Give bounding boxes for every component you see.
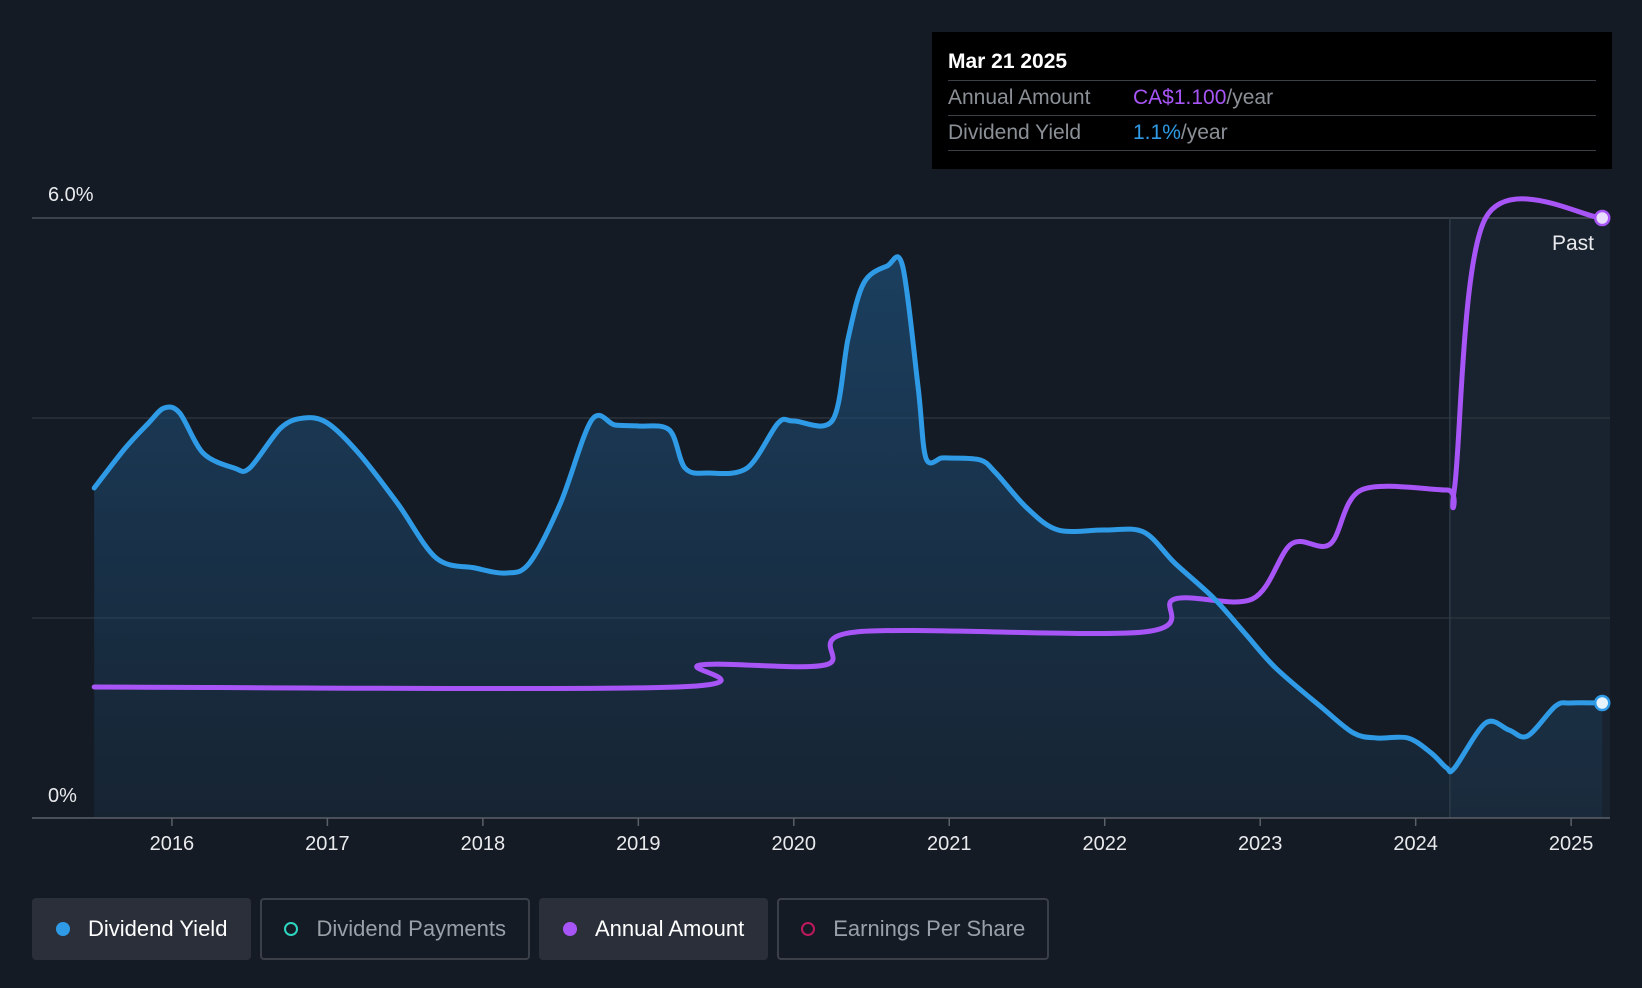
dividend-yield-end-marker [1593, 694, 1611, 712]
legend-annual-amount[interactable]: Annual Amount [538, 898, 769, 960]
annual-amount-dot-icon [562, 922, 577, 936]
dividend-yield-line[interactable] [91, 254, 1605, 775]
annual-amount-end-marker [1593, 209, 1611, 227]
x-tick-label: 2021 [927, 833, 972, 855]
legend-label: Earnings Per Share [833, 916, 1026, 941]
x-tick-label: 2018 [461, 833, 506, 855]
tooltip-panel: Mar 21 2025 Annual Amount CA$1.100/year … [932, 32, 1612, 169]
legend-earnings-per-share[interactable]: Earnings Per Share [777, 898, 1050, 960]
x-tick-label: 2016 [150, 833, 195, 855]
tooltip-yield-unit: /year [1180, 121, 1228, 144]
x-tick-label: 2017 [305, 833, 350, 855]
x-tick-label: 2024 [1393, 833, 1438, 855]
dividend-payments-dot-icon [284, 922, 299, 936]
legend-label: Annual Amount [594, 916, 745, 941]
y-axis-top-label: 6.0% [48, 184, 94, 206]
tooltip-yield-value: 1.1% [1133, 121, 1181, 144]
x-tick-label: 2022 [1082, 833, 1127, 855]
annual-amount-line[interactable] [91, 196, 1605, 692]
tooltip-annual-value: CA$1.100 [1133, 86, 1227, 109]
tooltip-annual-label: Annual Amount [948, 86, 1091, 109]
y-axis-bottom-label: 0% [48, 785, 77, 807]
legend-dividend-payments[interactable]: Dividend Payments [260, 898, 530, 960]
x-tick-label: 2023 [1238, 833, 1283, 855]
legend-dividend-yield[interactable]: Dividend Yield [32, 898, 252, 960]
tooltip-annual-unit: /year [1226, 86, 1274, 109]
tooltip-yield-label: Dividend Yield [948, 121, 1082, 144]
x-tick-label: 2019 [616, 833, 661, 855]
tooltip-yield-row: Dividend Yield 1.1%/year [948, 116, 1596, 151]
chart-legend: Dividend Yield Dividend Payments Annual … [32, 898, 1050, 960]
legend-label: Dividend Payments [316, 916, 506, 941]
past-label: Past [1552, 232, 1594, 255]
dividend-yield-area [94, 256, 1603, 818]
earnings-per-share-dot-icon [801, 922, 816, 936]
x-axis-ticks: 2016 2017 2018 2019 2020 2021 2022 2023 2024 2025 [150, 818, 1594, 855]
dividend-yield-dot-icon [56, 922, 70, 936]
tooltip-date: Mar 21 2025 [948, 32, 1596, 81]
x-tick-label: 2020 [772, 833, 817, 855]
tooltip-annual-row: Annual Amount CA$1.100/year [948, 81, 1596, 116]
x-tick-label: 2025 [1549, 833, 1594, 855]
legend-label: Dividend Yield [88, 916, 228, 941]
